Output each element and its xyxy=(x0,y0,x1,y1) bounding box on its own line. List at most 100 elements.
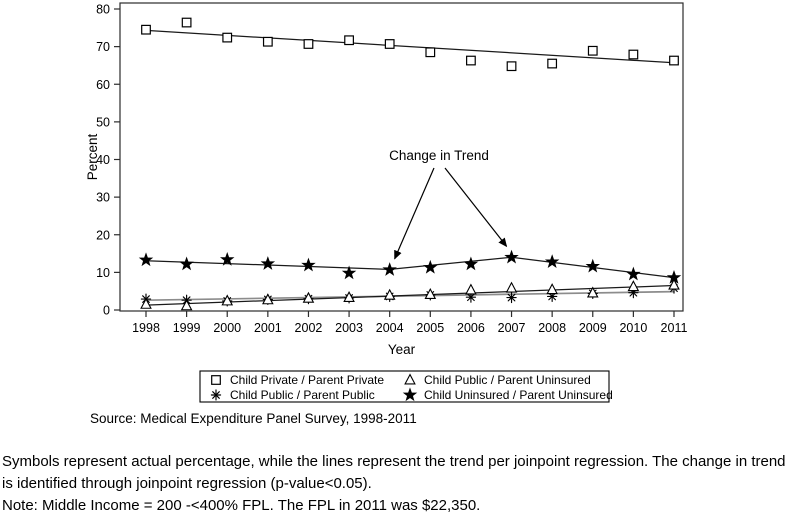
open-triangle-marker xyxy=(465,283,477,295)
legend-box xyxy=(199,370,610,403)
note-fpl-text: Note: Middle Income = 200 -<400% FPL. Th… xyxy=(2,497,481,514)
open-square-marker xyxy=(628,49,639,60)
x-axis-tick-label: 1999 xyxy=(173,321,201,335)
x-axis-tick-label: 2004 xyxy=(376,321,404,335)
x-axis-title: Year xyxy=(388,342,416,357)
legend-label: Child Private / Parent Private xyxy=(230,373,384,387)
asterisk-marker xyxy=(506,292,517,304)
series-filled-star xyxy=(138,249,682,284)
annotation-change-in-trend: Change in Trend xyxy=(389,148,508,260)
annotation-arrow-left xyxy=(394,167,435,260)
open-triangle-marker xyxy=(505,281,518,293)
y-axis-tick-label: 50 xyxy=(96,115,110,129)
open-triangle-marker xyxy=(383,288,396,300)
open-square-marker xyxy=(222,32,233,43)
filled-star-marker xyxy=(626,266,641,281)
open-square-marker xyxy=(303,39,314,49)
y-axis-tick-label: 60 xyxy=(96,78,110,92)
open-triangle-marker xyxy=(404,373,416,385)
filled-star-marker xyxy=(423,259,438,274)
filled-star-marker xyxy=(463,256,479,271)
plot-area-border xyxy=(119,2,684,312)
filled-star-marker xyxy=(301,257,316,272)
open-square-marker xyxy=(344,35,354,46)
asterisk-spoke xyxy=(467,293,475,302)
x-axis-tick-label: 2008 xyxy=(538,321,566,335)
open-triangle-marker xyxy=(627,280,640,292)
y-axis-tick-label: 30 xyxy=(96,191,110,205)
annotation-arrow-right xyxy=(444,167,508,248)
open-triangle-marker xyxy=(302,291,315,303)
open-square-marker xyxy=(181,17,192,28)
chart-figure: 0 10 20 30 40 50 60 70 80 Percent 1998 1999 2000 2001… xyxy=(85,2,688,426)
open-square-marker xyxy=(211,375,221,385)
filled-star-marker xyxy=(585,258,600,273)
legend-label: Child Public / Parent Public xyxy=(230,388,375,402)
x-axis-tick-label: 2011 xyxy=(661,321,688,335)
x-axis-tick-label: 2006 xyxy=(457,321,485,335)
legend: Child Private / Parent Private Child Publ… xyxy=(199,370,613,403)
filled-star-marker xyxy=(220,251,235,266)
joinpoint-regression-chart: 0 10 20 30 40 50 60 70 80 Percent 1998 1999 2000 2001… xyxy=(85,2,688,426)
x-axis-tick-label: 2002 xyxy=(295,321,323,335)
figure-notes: Symbols represent actual percentage, whi… xyxy=(0,445,800,517)
x-axis-tick-label: 2005 xyxy=(416,321,444,335)
x-axis-tick-label: 2003 xyxy=(335,321,363,335)
x-axis-tick-label: 2007 xyxy=(498,321,526,335)
filled-star-marker xyxy=(402,387,418,402)
open-square-marker xyxy=(587,45,598,56)
x-axis-tick-label: 1998 xyxy=(132,321,160,335)
open-square-marker xyxy=(384,39,395,49)
annotation-label: Change in Trend xyxy=(389,148,489,163)
x-axis-tick-label: 2010 xyxy=(619,321,647,335)
y-axis-tick-label: 70 xyxy=(96,40,110,54)
open-triangle-marker xyxy=(262,293,274,305)
filled-star-marker xyxy=(504,249,519,264)
asterisk-marker xyxy=(210,389,222,401)
source-text: Source: Medical Expenditure Panel Survey… xyxy=(90,411,417,426)
open-square-marker xyxy=(466,55,476,66)
open-triangle-marker xyxy=(424,287,437,300)
open-square-marker xyxy=(141,24,151,35)
asterisk-marker xyxy=(465,291,477,303)
filled-star-marker xyxy=(179,256,194,271)
x-axis-tick-label: 2009 xyxy=(579,321,607,335)
asterisk-spoke xyxy=(212,391,220,399)
open-square-marker xyxy=(506,61,517,72)
x-axis-tick-label: 2000 xyxy=(213,321,241,335)
legend-label: Child Public / Parent Uninsured xyxy=(424,373,591,387)
asterisk-spoke xyxy=(507,293,516,302)
y-axis-tick-label: 20 xyxy=(96,228,110,242)
filled-star-marker xyxy=(382,262,397,276)
open-square-marker xyxy=(547,58,558,69)
y-axis-tick-label: 10 xyxy=(96,266,110,280)
series-open-square xyxy=(141,17,679,72)
note-symbols-text: Symbols represent actual percentage, whi… xyxy=(2,453,786,492)
x-axis-tick-label: 2001 xyxy=(254,321,282,335)
open-triangle-marker xyxy=(668,278,680,290)
trend-line-open-triangle xyxy=(145,284,675,306)
open-triangle-marker xyxy=(586,286,599,298)
filled-star-marker xyxy=(260,256,276,270)
open-triangle-marker xyxy=(343,291,355,303)
y-axis-tick-label: 0 xyxy=(103,304,110,318)
open-triangle-marker xyxy=(221,294,234,306)
y-axis-title: Percent xyxy=(85,133,100,180)
open-triangle-marker xyxy=(140,297,152,309)
open-triangle-marker xyxy=(180,299,193,311)
filled-star-marker xyxy=(138,252,154,267)
series-open-triangle xyxy=(140,278,680,311)
legend-label: Child Uninsured / Parent Uninsured xyxy=(424,388,613,402)
asterisk-spoke xyxy=(548,292,557,301)
open-triangle-marker xyxy=(546,283,558,295)
open-square-marker xyxy=(669,55,679,66)
trend-line-open-square xyxy=(145,29,675,64)
open-square-marker xyxy=(425,47,436,58)
filled-star-marker xyxy=(666,270,682,284)
y-axis-tick-label: 40 xyxy=(96,153,110,167)
open-square-marker xyxy=(262,36,273,47)
filled-star-marker xyxy=(341,265,357,280)
y-axis-tick-label: 80 xyxy=(96,3,110,17)
filled-star-marker xyxy=(544,254,560,268)
